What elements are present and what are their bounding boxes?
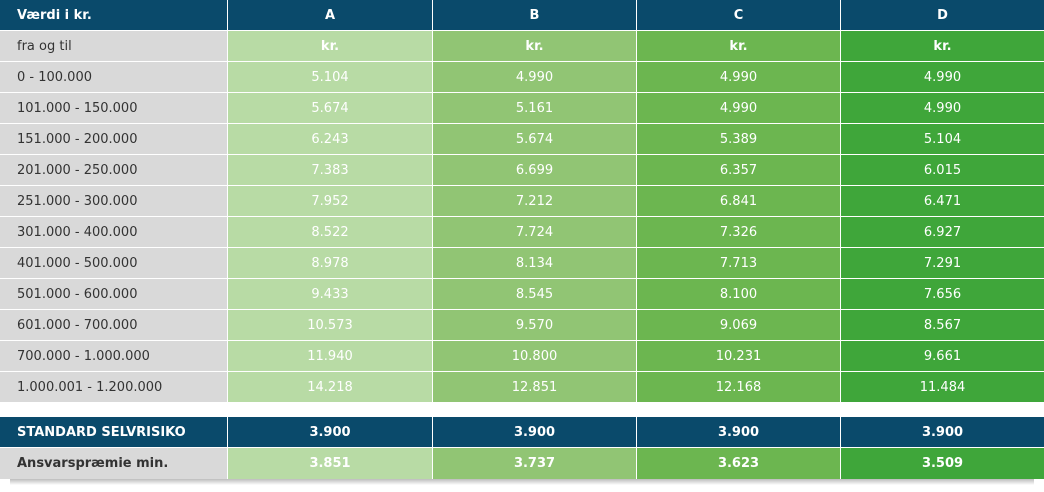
price-cell: 9.661 [841,341,1044,372]
price-cell: 5.161 [433,93,637,124]
price-cell: 7.383 [228,155,433,186]
row-range-label: 301.000 - 400.000 [0,217,228,248]
price-cell: 4.990 [841,62,1044,93]
selvrisiko-col-d: 3.900 [841,417,1044,448]
row-range-label: 0 - 100.000 [0,62,228,93]
table-row: 251.000 - 300.000 7.952 7.212 6.841 6.471 [0,186,1044,217]
price-cell: 9.433 [228,279,433,310]
price-cell: 7.713 [637,248,841,279]
table-header-row: Værdi i kr. A B C D [0,0,1044,31]
price-cell: 6.841 [637,186,841,217]
price-cell: 11.940 [228,341,433,372]
price-cell: 8.978 [228,248,433,279]
price-cell: 14.218 [228,372,433,403]
header-col-c: C [637,0,841,31]
row-range-label: 501.000 - 600.000 [0,279,228,310]
row-range-label: 201.000 - 250.000 [0,155,228,186]
price-cell: 6.471 [841,186,1044,217]
ansvar-col-d: 3.509 [841,448,1044,479]
table-row: 1.000.001 - 1.200.000 14.218 12.851 12.168 1… [0,372,1044,403]
price-cell: 8.567 [841,310,1044,341]
price-cell: 8.545 [433,279,637,310]
price-cell: 10.573 [228,310,433,341]
price-cell: 4.990 [637,62,841,93]
header-col-a: A [228,0,433,31]
price-cell: 7.724 [433,217,637,248]
price-cell: 5.104 [841,124,1044,155]
price-cell: 4.990 [433,62,637,93]
price-cell: 6.357 [637,155,841,186]
price-cell: 7.326 [637,217,841,248]
table-row: 601.000 - 700.000 10.573 9.570 9.069 8.567 [0,310,1044,341]
price-cell: 6.015 [841,155,1044,186]
header-value-label: Værdi i kr. [0,0,228,31]
price-cell: 4.990 [841,93,1044,124]
price-cell: 5.674 [433,124,637,155]
table-gap [0,403,1044,417]
header-col-d: D [841,0,1044,31]
row-range-label: 1.000.001 - 1.200.000 [0,372,228,403]
selvrisiko-label: STANDARD SELVRISIKO [0,417,228,448]
unit-col-a: kr. [228,31,433,62]
subheader-label: fra og til [0,31,228,62]
price-cell: 5.674 [228,93,433,124]
table-row: 301.000 - 400.000 8.522 7.724 7.326 6.927 [0,217,1044,248]
ansvar-col-c: 3.623 [637,448,841,479]
price-cell: 11.484 [841,372,1044,403]
price-cell: 7.291 [841,248,1044,279]
price-cell: 8.134 [433,248,637,279]
unit-col-d: kr. [841,31,1044,62]
ansvar-row: Ansvarspræmie min. 3.851 3.737 3.623 3.5… [0,448,1044,479]
price-cell: 12.168 [637,372,841,403]
table-row: 501.000 - 600.000 9.433 8.545 8.100 7.656 [0,279,1044,310]
selvrisiko-row: STANDARD SELVRISIKO 3.900 3.900 3.900 3.… [0,417,1044,448]
selvrisiko-col-c: 3.900 [637,417,841,448]
price-cell: 4.990 [637,93,841,124]
table-row: 151.000 - 200.000 6.243 5.674 5.389 5.104 [0,124,1044,155]
header-col-b: B [433,0,637,31]
table-row: 401.000 - 500.000 8.978 8.134 7.713 7.291 [0,248,1044,279]
price-cell: 6.243 [228,124,433,155]
price-cell: 12.851 [433,372,637,403]
price-cell: 6.927 [841,217,1044,248]
table-row: 101.000 - 150.000 5.674 5.161 4.990 4.990 [0,93,1044,124]
price-cell: 6.699 [433,155,637,186]
table-subheader-row: fra og til kr. kr. kr. kr. [0,31,1044,62]
table-row: 0 - 100.000 5.104 4.990 4.990 4.990 [0,62,1044,93]
row-range-label: 401.000 - 500.000 [0,248,228,279]
row-range-label: 151.000 - 200.000 [0,124,228,155]
table-row: 700.000 - 1.000.000 11.940 10.800 10.231 9.6… [0,341,1044,372]
ansvar-label: Ansvarspræmie min. [0,448,228,479]
row-range-label: 601.000 - 700.000 [0,310,228,341]
row-range-label: 101.000 - 150.000 [0,93,228,124]
price-cell: 7.656 [841,279,1044,310]
unit-col-c: kr. [637,31,841,62]
price-cell: 9.570 [433,310,637,341]
price-cell: 8.100 [637,279,841,310]
table-shadow [10,479,1034,485]
ansvar-col-a: 3.851 [228,448,433,479]
table-row: 201.000 - 250.000 7.383 6.699 6.357 6.015 [0,155,1044,186]
price-cell: 10.800 [433,341,637,372]
price-cell: 9.069 [637,310,841,341]
unit-col-b: kr. [433,31,637,62]
row-range-label: 700.000 - 1.000.000 [0,341,228,372]
price-cell: 5.104 [228,62,433,93]
ansvar-col-b: 3.737 [433,448,637,479]
price-cell: 8.522 [228,217,433,248]
row-range-label: 251.000 - 300.000 [0,186,228,217]
price-cell: 7.952 [228,186,433,217]
price-cell: 7.212 [433,186,637,217]
price-cell: 5.389 [637,124,841,155]
selvrisiko-col-b: 3.900 [433,417,637,448]
price-cell: 10.231 [637,341,841,372]
selvrisiko-col-a: 3.900 [228,417,433,448]
